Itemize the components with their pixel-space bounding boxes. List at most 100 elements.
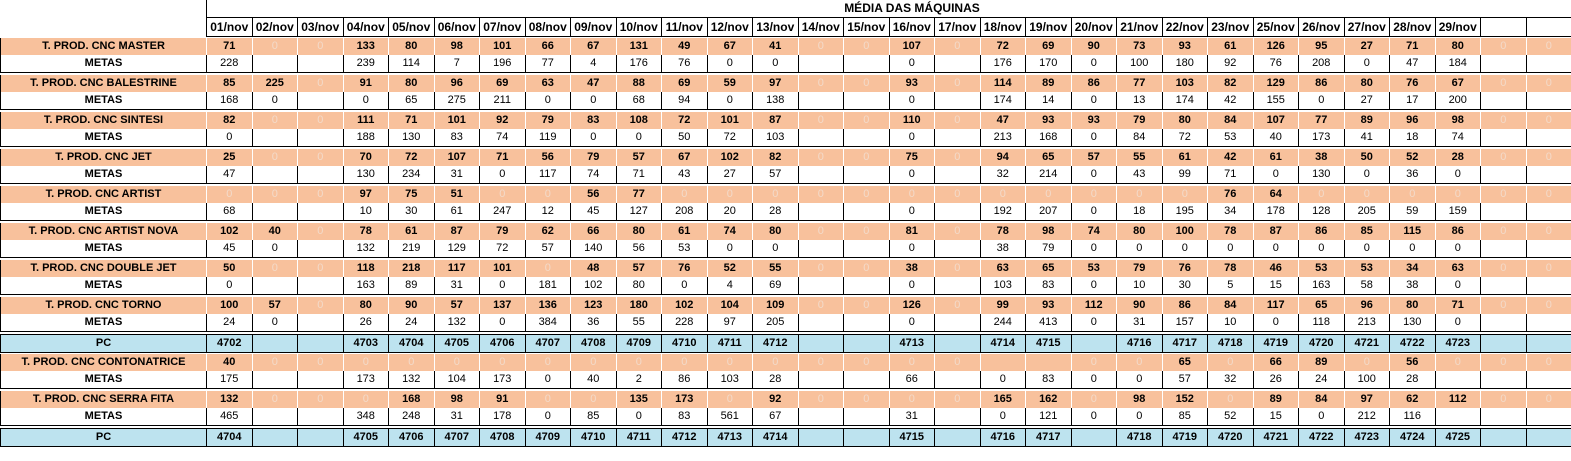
date-header[interactable]: 11/nov <box>661 16 708 37</box>
production-cell[interactable]: 0 <box>251 186 298 203</box>
production-cell[interactable]: 91 <box>342 75 389 92</box>
pc-cell[interactable]: 4710 <box>570 427 616 447</box>
metas-cell[interactable] <box>251 166 298 184</box>
production-cell[interactable]: 0 <box>1525 112 1571 129</box>
pc-cell[interactable]: 4714 <box>979 333 1026 353</box>
metas-cell[interactable]: 213 <box>1343 314 1390 332</box>
production-cell[interactable]: 41 <box>752 38 798 55</box>
metas-cell[interactable]: 43 <box>661 166 707 184</box>
production-cell[interactable]: 86 <box>1434 223 1481 240</box>
metas-cell[interactable]: 47 <box>1389 55 1435 73</box>
production-cell[interactable]: 0 <box>251 260 298 277</box>
metas-cell[interactable]: 59 <box>1389 203 1435 221</box>
pc-cell[interactable] <box>934 333 980 353</box>
metas-cell[interactable]: 247 <box>479 203 525 221</box>
production-cell[interactable]: 84 <box>1207 112 1253 129</box>
metas-cell[interactable] <box>251 408 298 426</box>
production-cell[interactable]: 53 <box>1343 260 1390 277</box>
metas-cell[interactable]: 72 <box>479 240 525 258</box>
metas-cell[interactable]: 413 <box>1025 314 1071 332</box>
pc-cell[interactable] <box>797 427 844 447</box>
production-cell[interactable]: 97 <box>342 186 389 203</box>
production-cell[interactable]: 90 <box>1070 38 1117 55</box>
production-cell[interactable]: 71 <box>206 38 252 55</box>
production-cell[interactable]: 107 <box>888 38 935 55</box>
production-cell[interactable]: 0 <box>752 186 798 203</box>
date-header[interactable]: 05/nov <box>388 16 435 37</box>
production-cell[interactable]: 117 <box>433 260 480 277</box>
pc-cell[interactable]: 4706 <box>479 333 525 353</box>
metas-cell[interactable]: 24 <box>1298 371 1344 389</box>
metas-cell[interactable] <box>1480 314 1526 332</box>
metas-cell[interactable]: 176 <box>615 55 662 73</box>
production-cell[interactable]: 79 <box>524 112 571 129</box>
metas-cell[interactable]: 234 <box>388 166 434 184</box>
metas-cell[interactable] <box>797 371 844 389</box>
metas-cell[interactable]: 43 <box>1116 166 1162 184</box>
production-cell[interactable]: 0 <box>297 112 343 129</box>
production-cell[interactable]: 86 <box>1070 75 1117 92</box>
metas-cell[interactable]: 181 <box>524 277 571 295</box>
date-header[interactable]: 21/nov <box>1116 16 1163 37</box>
pc-cell[interactable] <box>843 333 889 353</box>
production-cell[interactable]: 87 <box>1252 223 1299 240</box>
metas-cell[interactable] <box>934 240 980 258</box>
production-cell[interactable]: 0 <box>297 354 343 371</box>
metas-cell[interactable]: 0 <box>979 408 1026 426</box>
production-cell[interactable]: 101 <box>706 112 753 129</box>
metas-cell[interactable]: 13 <box>1116 92 1162 110</box>
metas-cell[interactable]: 83 <box>661 408 707 426</box>
metas-cell[interactable] <box>1480 277 1526 295</box>
metas-cell[interactable]: 42 <box>1207 92 1253 110</box>
production-cell[interactable]: 56 <box>524 149 571 166</box>
metas-cell[interactable] <box>797 129 844 147</box>
production-cell[interactable]: 56 <box>1389 354 1435 371</box>
production-cell[interactable]: 131 <box>615 38 662 55</box>
metas-cell[interactable] <box>843 203 889 221</box>
production-cell[interactable]: 112 <box>1434 391 1481 408</box>
production-cell[interactable]: 118 <box>342 260 389 277</box>
metas-cell[interactable]: 0 <box>1252 166 1299 184</box>
pc-cell[interactable] <box>297 333 343 353</box>
production-cell[interactable]: 0 <box>251 354 298 371</box>
metas-cell[interactable]: 0 <box>1434 277 1481 295</box>
metas-cell[interactable]: 174 <box>1161 92 1208 110</box>
metas-label[interactable]: METAS <box>0 314 207 332</box>
production-cell[interactable]: 0 <box>934 223 980 240</box>
metas-cell[interactable]: 28 <box>1389 371 1435 389</box>
machine-name[interactable]: T. PROD. CNC DOUBLE JET <box>0 260 207 277</box>
metas-cell[interactable] <box>1525 277 1571 295</box>
production-cell[interactable]: 0 <box>1480 391 1526 408</box>
production-cell[interactable]: 110 <box>888 112 935 129</box>
production-cell[interactable]: 80 <box>388 75 434 92</box>
metas-cell[interactable] <box>297 203 343 221</box>
production-cell[interactable]: 0 <box>706 354 753 371</box>
production-cell[interactable]: 165 <box>979 391 1026 408</box>
metas-cell[interactable]: 0 <box>615 408 662 426</box>
metas-cell[interactable]: 0 <box>706 240 753 258</box>
metas-cell[interactable]: 99 <box>1161 166 1208 184</box>
metas-cell[interactable]: 36 <box>570 314 616 332</box>
production-cell[interactable]: 114 <box>979 75 1026 92</box>
production-cell[interactable]: 0 <box>797 75 844 92</box>
production-cell[interactable]: 0 <box>479 186 525 203</box>
date-header[interactable]: 09/nov <box>570 16 617 37</box>
date-header[interactable]: 13/nov <box>752 16 799 37</box>
metas-cell[interactable] <box>297 129 343 147</box>
metas-cell[interactable]: 0 <box>1434 240 1481 258</box>
metas-cell[interactable]: 0 <box>1207 240 1253 258</box>
metas-label[interactable]: METAS <box>0 92 207 110</box>
metas-cell[interactable]: 28 <box>752 371 798 389</box>
production-cell[interactable]: 25 <box>206 149 252 166</box>
production-cell[interactable]: 81 <box>888 223 935 240</box>
metas-cell[interactable]: 10 <box>342 203 389 221</box>
metas-cell[interactable]: 57 <box>752 166 798 184</box>
production-cell[interactable]: 0 <box>297 297 343 314</box>
metas-label[interactable]: METAS <box>0 129 207 147</box>
metas-cell[interactable]: 192 <box>979 203 1026 221</box>
production-cell[interactable]: 93 <box>1025 112 1071 129</box>
metas-cell[interactable] <box>934 203 980 221</box>
production-cell[interactable]: 0 <box>843 186 889 203</box>
metas-cell[interactable]: 219 <box>388 240 434 258</box>
pc-cell[interactable]: 4717 <box>1025 427 1071 447</box>
